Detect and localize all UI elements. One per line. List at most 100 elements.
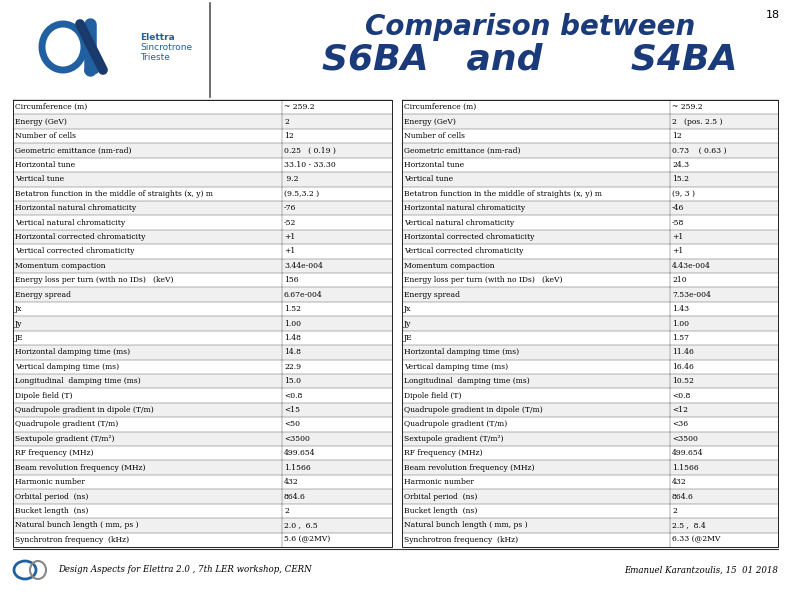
Text: JE: JE [404,334,413,342]
Text: Synchrotron frequency  (kHz): Synchrotron frequency (kHz) [15,536,129,544]
Text: Energy (GeV): Energy (GeV) [15,118,67,126]
Bar [13,287,392,302]
Bar [13,215,392,230]
Text: Comparison between: Comparison between [365,13,695,41]
Bar [13,489,392,504]
Bar [402,475,778,489]
Text: 9.2: 9.2 [284,176,299,183]
Text: 864.6: 864.6 [672,493,694,500]
Text: Energy loss per turn (with no IDs)   (keV): Energy loss per turn (with no IDs) (keV) [15,276,174,284]
Text: Vertical tune: Vertical tune [15,176,64,183]
Text: 0.25   ( 0.19 ): 0.25 ( 0.19 ) [284,146,336,155]
Text: 2: 2 [284,118,289,126]
Text: Natural bunch length ( mm, ps ): Natural bunch length ( mm, ps ) [15,521,139,530]
Text: Quadrupole gradient in dipole (T/m): Quadrupole gradient in dipole (T/m) [404,406,543,414]
Bar [402,317,778,331]
Text: Quadrupole gradient in dipole (T/m): Quadrupole gradient in dipole (T/m) [15,406,154,414]
Text: Quadrupole gradient (T/m): Quadrupole gradient (T/m) [404,421,507,428]
Bar [402,129,778,143]
Bar [13,533,392,547]
Text: Emanuel Karantzoulis, 15  01 2018: Emanuel Karantzoulis, 15 01 2018 [624,565,778,575]
Bar [402,389,778,403]
Text: 1.1566: 1.1566 [284,464,310,472]
Bar [402,158,778,172]
Bar [402,374,778,389]
Bar [402,259,778,273]
Text: 33.10 - 33.30: 33.10 - 33.30 [284,161,336,169]
Text: 0.73    ( 0.63 ): 0.73 ( 0.63 ) [672,146,727,155]
Text: Dipole field (T): Dipole field (T) [404,392,461,400]
Text: 10.52: 10.52 [672,377,694,385]
Text: +1: +1 [284,248,295,255]
Text: (9, 3 ): (9, 3 ) [672,190,695,198]
Text: Jx: Jx [15,305,22,313]
Text: Orbital period  (ns): Orbital period (ns) [15,493,88,500]
Text: 2: 2 [284,507,289,515]
Text: Dipole field (T): Dipole field (T) [15,392,72,400]
Bar [13,461,392,475]
Text: 4.43e-004: 4.43e-004 [672,262,711,270]
Bar [13,172,392,186]
Text: Number of cells: Number of cells [15,132,76,140]
Text: RF frequency (MHz): RF frequency (MHz) [404,449,483,458]
Text: 1.52: 1.52 [284,305,301,313]
Bar [13,100,392,114]
Bar [13,518,392,533]
Text: Natural bunch length ( mm, ps ): Natural bunch length ( mm, ps ) [404,521,528,530]
Bar [402,172,778,186]
Text: Beam revolution frequency (MHz): Beam revolution frequency (MHz) [15,464,145,472]
Bar [13,504,392,518]
Text: Momentum compaction: Momentum compaction [404,262,495,270]
Text: (9.5,3.2 ): (9.5,3.2 ) [284,190,319,198]
Text: 1.00: 1.00 [672,320,689,327]
Bar [402,518,778,533]
Bar [402,230,778,244]
Bar [13,446,392,461]
Text: 14.8: 14.8 [284,348,301,356]
Text: 6.33 (@2MV: 6.33 (@2MV [672,536,720,544]
Text: 1.48: 1.48 [284,334,301,342]
Text: 2   (pos. 2.5 ): 2 (pos. 2.5 ) [672,118,723,126]
Bar [13,114,392,129]
Text: Circumference (m): Circumference (m) [15,103,87,111]
Text: Horizontal damping time (ms): Horizontal damping time (ms) [404,348,519,356]
Bar [13,186,392,201]
Text: 2: 2 [672,507,676,515]
Text: 432: 432 [284,478,299,486]
Text: 15.2: 15.2 [672,176,689,183]
Text: Horizontal corrected chromaticity: Horizontal corrected chromaticity [15,233,145,241]
Text: S6BA   and       S4BA: S6BA and S4BA [322,43,738,77]
Text: 11.46: 11.46 [672,348,694,356]
Text: Vertical natural chromaticity: Vertical natural chromaticity [404,218,515,227]
Bar [13,374,392,389]
Text: +1: +1 [672,248,684,255]
Text: Horizontal tune: Horizontal tune [15,161,75,169]
Text: Sextupole gradient (T/m²): Sextupole gradient (T/m²) [404,435,503,443]
Bar [13,259,392,273]
Text: Bucket length  (ns): Bucket length (ns) [15,507,88,515]
Text: ~ 259.2: ~ 259.2 [672,103,703,111]
Text: Jy: Jy [15,320,22,327]
Text: 18: 18 [766,10,780,20]
Text: Synchrotron frequency  (kHz): Synchrotron frequency (kHz) [404,536,518,544]
Text: Geometric emittance (nm-rad): Geometric emittance (nm-rad) [15,146,132,155]
Bar [402,287,778,302]
Bar [13,129,392,143]
Bar [402,431,778,446]
Text: -58: -58 [672,218,684,227]
Bar [402,100,778,114]
Text: Quadrupole gradient (T/m): Quadrupole gradient (T/m) [15,421,118,428]
Bar [13,143,392,158]
Text: <12: <12 [672,406,688,414]
Text: ~ 259.2: ~ 259.2 [284,103,314,111]
Text: Bucket length  (ns): Bucket length (ns) [404,507,477,515]
Bar [402,417,778,431]
Ellipse shape [58,34,76,56]
Text: Vertical corrected chromaticity: Vertical corrected chromaticity [15,248,134,255]
Bar [402,100,778,547]
Text: Momentum compaction: Momentum compaction [15,262,106,270]
Text: <36: <36 [672,421,688,428]
Bar [402,201,778,215]
Text: 499.654: 499.654 [284,449,316,458]
Text: 864.6: 864.6 [284,493,306,500]
